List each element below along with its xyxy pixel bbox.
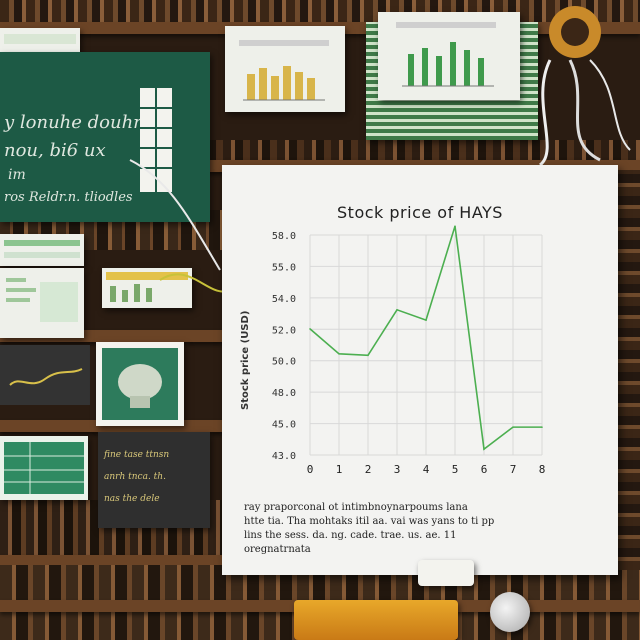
x-tick-label: 7 [510,463,517,476]
data-point [309,328,311,330]
y-tick-label: 54.0 [272,294,296,305]
dark-note-line: nas the dele [104,494,160,504]
figure-photo [102,348,178,420]
caption-line: oregnatrnata [244,544,311,555]
data-point [483,448,485,450]
dark-note-line: anrh tnca. th. [104,472,166,482]
x-tick-label: 2 [365,463,372,476]
x-tick-label: 3 [394,463,401,476]
x-tick-label: 0 [307,463,314,476]
x-tick-label: 4 [423,463,430,476]
chart-title: Stock price of HAYS [337,203,503,222]
green-board: y lonuhe douhre nou, bi6 ux im ros Reldr… [0,52,210,222]
y-tick-label: 52.0 [272,325,296,336]
chart-caption: ray praporconal ot intimbnoynarpoums lan… [244,501,604,557]
caption-line: lins the sess. da. ng. cade. trae. us. a… [244,530,457,541]
mini-bars-card [102,268,192,308]
x-tick-label: 5 [452,463,459,476]
data-point [541,426,543,428]
mini-table-card [0,234,84,266]
y-tick-label: 48.0 [272,388,296,399]
book-column [615,170,640,570]
caption-line: htte tia. Tha mohtaks itil aa. vai was y… [244,516,495,527]
x-tick-label: 8 [539,463,546,476]
board-grid-graphic [140,88,172,192]
board-line: im [8,167,26,183]
mini-report-graphic [6,278,78,322]
y-tick-label: 55.0 [272,262,296,273]
green-bar-chart-card [378,12,520,100]
data-point [425,319,427,321]
data-point [512,426,514,428]
data-point [454,225,456,227]
green-bar-chart-graphic [396,22,496,87]
data-point [396,309,398,311]
dark-note-line: fine tase ttnsn [104,450,170,460]
dark-scribble-card [0,345,90,405]
data-point [338,353,340,355]
y-tick-label: 45.0 [272,420,296,431]
y-tick-label: 43.0 [272,451,296,462]
board-line: ros Reldr.n. tliodles [4,190,133,205]
speech-note [418,560,474,586]
green-table-card [0,436,88,500]
board-line: nou, bi6 ux [4,140,106,161]
bar-chart-card [225,26,345,112]
x-tick-label: 1 [336,463,343,476]
y-tick-label: 50.0 [272,357,296,368]
dark-note: fine tase ttnsn anrh tnca. th. nas the d… [98,432,210,528]
bar-chart-graphic [239,40,329,101]
x-tick-label: 6 [481,463,488,476]
data-point [367,354,369,357]
photo-card [96,342,184,426]
yellow-tin [294,600,458,640]
cable-ornament [538,6,631,167]
green-table-graphic [4,442,84,494]
mini-report-card [0,268,84,338]
board-line: y lonuhe douhre [4,112,153,133]
mini-bars-graphic [106,272,188,302]
y-tick-label: 58.0 [272,231,296,242]
silver-coin [490,592,530,632]
stock-line-chart: 0 1 2 3 4 5 6 7 8 43.0 45.0 48.0 50.0 52.0 54.0 55.0 58.… [272,225,546,476]
caption-line: ray praporconal ot intimbnoynarpoums lan… [244,502,468,513]
mini-table-graphic [4,240,80,258]
